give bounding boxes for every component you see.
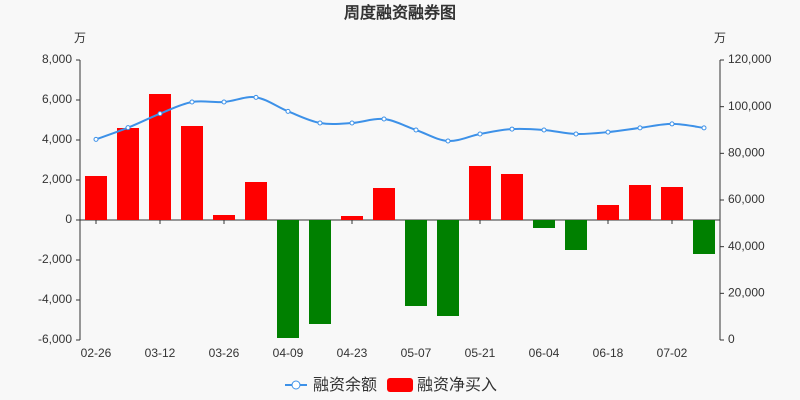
line-point xyxy=(701,125,707,131)
bar xyxy=(245,182,267,220)
y2-tick-label: 100,000 xyxy=(728,99,772,113)
line-point xyxy=(477,131,483,137)
bar xyxy=(661,187,683,220)
bar xyxy=(469,166,491,220)
y2-tick-label: 0 xyxy=(728,332,735,346)
x-tick-label: 05-07 xyxy=(401,346,432,360)
y-tick-label: 8,000 xyxy=(42,52,72,66)
bar xyxy=(629,185,651,220)
bar xyxy=(117,128,139,220)
line-point xyxy=(157,111,163,117)
x-tick-label: 06-18 xyxy=(593,346,624,360)
y2-tick-label: 60,000 xyxy=(728,192,765,206)
bar xyxy=(85,176,107,220)
x-tick-label: 06-04 xyxy=(529,346,560,360)
bar xyxy=(309,220,331,324)
y-tick-label: 4,000 xyxy=(42,132,72,146)
x-tick-label: 07-02 xyxy=(657,346,688,360)
legend-swatch xyxy=(387,378,414,392)
bar xyxy=(181,126,203,220)
bar xyxy=(501,174,523,220)
line-point xyxy=(509,126,515,132)
line-point xyxy=(637,125,643,131)
x-tick-label: 03-12 xyxy=(145,346,176,360)
bar xyxy=(597,205,619,220)
line-point xyxy=(413,127,419,133)
line-point xyxy=(541,127,547,133)
bar xyxy=(405,220,427,306)
y-tick-label: -2,000 xyxy=(38,252,72,266)
x-tick-label: 05-21 xyxy=(465,346,496,360)
y-tick-label: -4,000 xyxy=(38,292,72,306)
x-tick-label: 03-26 xyxy=(209,346,240,360)
y2-unit: 万 xyxy=(714,31,726,45)
bar xyxy=(533,220,555,228)
bar xyxy=(341,216,363,220)
y-tick-label: 6,000 xyxy=(42,92,72,106)
bar xyxy=(373,188,395,220)
line-point xyxy=(573,131,579,137)
line-point xyxy=(445,138,451,144)
chart-title: 周度融资融券图 xyxy=(344,3,456,22)
legend-label: 融资净买入 xyxy=(417,376,497,394)
y-unit: 万 xyxy=(74,31,86,45)
line-point xyxy=(93,136,99,142)
x-tick-label: 02-26 xyxy=(81,346,112,360)
line-point xyxy=(381,116,387,122)
y-tick-label: -6,000 xyxy=(38,332,72,346)
bar xyxy=(565,220,587,250)
line xyxy=(95,96,705,142)
line-point xyxy=(189,99,195,105)
line-point xyxy=(285,108,291,114)
line-point xyxy=(221,99,227,105)
y2-tick-label: 40,000 xyxy=(728,239,765,253)
line-point xyxy=(317,120,323,126)
line-point xyxy=(349,120,355,126)
bar xyxy=(277,220,299,338)
bar xyxy=(149,94,171,220)
y-tick-label: 2,000 xyxy=(42,172,72,186)
y2-tick-label: 20,000 xyxy=(728,286,765,300)
legend-swatch xyxy=(291,380,301,390)
y-tick-label: 0 xyxy=(65,212,72,226)
bar xyxy=(213,215,235,220)
line-point xyxy=(253,94,259,100)
line-point xyxy=(605,129,611,135)
bar xyxy=(437,220,459,316)
y2-tick-label: 120,000 xyxy=(728,52,772,66)
line-point xyxy=(669,121,675,127)
x-tick-label: 04-09 xyxy=(273,346,304,360)
line-point xyxy=(125,125,131,131)
y2-tick-label: 80,000 xyxy=(728,146,765,160)
bar xyxy=(693,220,715,254)
x-tick-label: 04-23 xyxy=(337,346,368,360)
legend-label: 融资余额 xyxy=(313,375,377,394)
